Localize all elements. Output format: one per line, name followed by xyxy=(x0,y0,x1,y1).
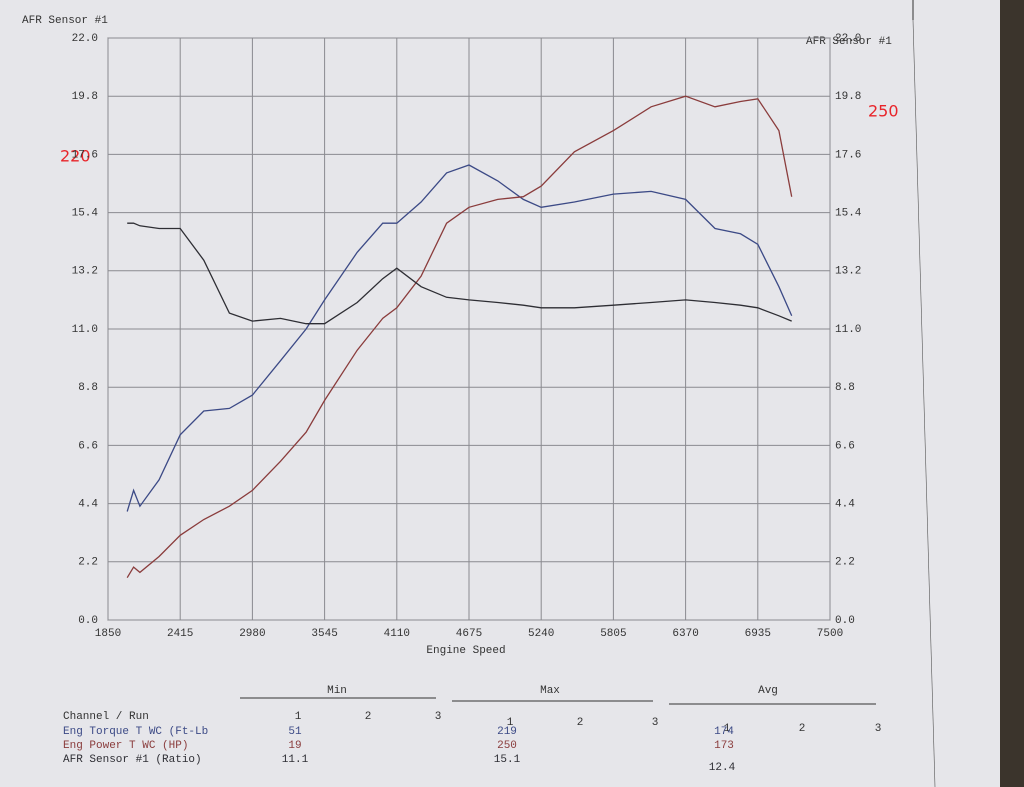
table-value: 174 xyxy=(714,726,734,738)
run-label: 2 xyxy=(577,717,584,729)
y2-tick-label: 22.0 xyxy=(835,33,861,45)
x-tick-label: 6935 xyxy=(745,628,771,640)
y-tick-label: 15.4 xyxy=(72,208,99,220)
y-axis-title: AFR Sensor #1 xyxy=(22,15,108,27)
run-label: 2 xyxy=(365,711,372,723)
y-tick-label: 0.0 xyxy=(78,615,98,627)
table-header: Channel / Run xyxy=(63,711,149,723)
y2-tick-label: 8.8 xyxy=(835,382,855,394)
channel-name: Eng Power T WC (HP) xyxy=(63,740,188,752)
table-value: 51 xyxy=(288,726,302,738)
series-line xyxy=(126,95,793,579)
x-tick-label: 3545 xyxy=(311,628,337,640)
run-label: 3 xyxy=(435,711,442,723)
y-tick-label: 22.0 xyxy=(72,33,98,45)
run-label: 3 xyxy=(875,723,882,735)
table-value: 250 xyxy=(497,740,517,752)
run-label: 1 xyxy=(724,723,731,735)
y-tick-label: 4.4 xyxy=(78,499,98,511)
y2-tick-label: 2.2 xyxy=(835,557,855,569)
y-tick-label: 19.8 xyxy=(72,91,98,103)
x-tick-label: 5240 xyxy=(528,628,554,640)
table-value: 12.4 xyxy=(709,762,736,774)
table-value: 19 xyxy=(288,740,301,752)
y-tick-label: 17.6 xyxy=(72,149,98,161)
y2-tick-label: 0.0 xyxy=(835,615,855,627)
annotation: 250 xyxy=(868,102,899,121)
y-tick-label: 2.2 xyxy=(78,557,98,569)
paper xyxy=(0,0,1000,787)
table-value: 173 xyxy=(714,740,734,752)
table-value: 15.1 xyxy=(494,754,521,766)
y-tick-label: 8.8 xyxy=(78,382,98,394)
x-tick-label: 4110 xyxy=(384,628,410,640)
run-label: 1 xyxy=(295,711,302,723)
table-value: 11.1 xyxy=(282,754,309,766)
y2-tick-label: 6.6 xyxy=(835,440,855,452)
y2-tick-label: 11.0 xyxy=(835,324,861,336)
channel-name: Eng Torque T WC (Ft-Lb xyxy=(63,726,208,738)
series-line xyxy=(126,164,793,512)
y-tick-label: 13.2 xyxy=(72,266,98,278)
y-tick-label: 11.0 xyxy=(72,324,98,336)
x-tick-label: 5805 xyxy=(600,628,626,640)
fold-line xyxy=(912,19,936,787)
x-tick-label: 7500 xyxy=(817,628,843,640)
series-line xyxy=(127,222,792,325)
x-tick-label: 4675 xyxy=(456,628,482,640)
y2-tick-label: 13.2 xyxy=(835,266,861,278)
x-tick-label: 2415 xyxy=(167,628,193,640)
table-header: Min xyxy=(327,685,347,697)
table-value: 219 xyxy=(497,726,517,738)
y2-tick-label: 15.4 xyxy=(835,208,862,220)
y-tick-label: 6.6 xyxy=(78,440,98,452)
run-label: 2 xyxy=(799,723,806,735)
run-label: 1 xyxy=(507,717,514,729)
x-tick-label: 6370 xyxy=(672,628,698,640)
annotation: 220 xyxy=(60,147,91,166)
channel-name: AFR Sensor #1 (Ratio) xyxy=(63,754,202,766)
x-tick-label: 2980 xyxy=(239,628,265,640)
y2-tick-label: 17.6 xyxy=(835,149,861,161)
y2-tick-label: 4.4 xyxy=(835,499,855,511)
y2-tick-label: 19.8 xyxy=(835,91,861,103)
x-tick-label: 1850 xyxy=(95,628,121,640)
x-axis-title: Engine Speed xyxy=(426,645,505,657)
run-label: 3 xyxy=(652,717,659,729)
table-header: Max xyxy=(540,685,560,697)
table-header: Avg xyxy=(758,685,778,697)
y2-axis-title: AFR Sensor #1 xyxy=(806,36,892,48)
